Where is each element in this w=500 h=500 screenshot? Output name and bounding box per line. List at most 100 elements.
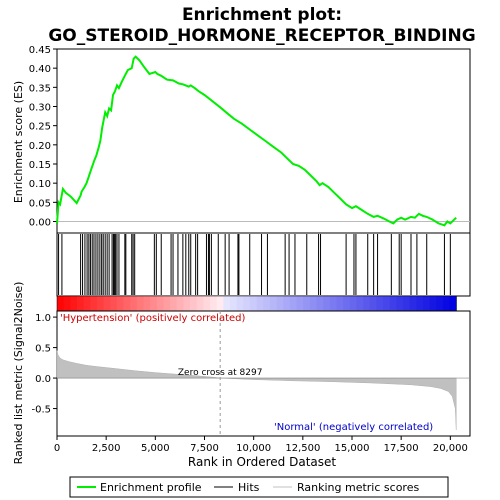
rank-bar-segment xyxy=(116,296,125,311)
legend-metric-label: Ranking metric scores xyxy=(297,481,419,494)
rank-bar-segment xyxy=(269,296,278,311)
legend-box xyxy=(69,476,449,498)
rank-bar-segment xyxy=(196,296,204,311)
rank-bar-segment xyxy=(110,296,118,311)
rank-bar-segment xyxy=(309,296,318,311)
rank-bar-segment xyxy=(223,296,231,311)
rank-bar-segment xyxy=(303,296,311,311)
metric-x-tick-label: 17,500 xyxy=(384,443,419,454)
rank-bar-segment xyxy=(403,296,411,311)
es-y-tick-label: 0.10 xyxy=(29,179,51,190)
rank-bar-segment xyxy=(416,296,424,311)
metric-x-tick-label: 2,500 xyxy=(92,443,121,454)
es-y-tick-label: 0.30 xyxy=(29,103,51,114)
metric-y-tick-label: 0.5 xyxy=(35,344,51,355)
rank-bar-segment xyxy=(283,296,291,311)
zero-cross-label: Zero cross at 8297 xyxy=(178,368,263,378)
metric-x-tick-label: 5,000 xyxy=(141,443,170,454)
rank-bar-segment xyxy=(190,296,198,311)
rank-bar-segment xyxy=(409,296,417,311)
rank-bar-segment xyxy=(329,296,337,311)
chart-title-line1: Enrichment plot: xyxy=(182,5,342,25)
rank-bar-segment xyxy=(123,296,131,311)
legend-enrichment-label: Enrichment profile xyxy=(100,481,202,494)
rank-bar-segment xyxy=(449,296,457,311)
rank-bar-segment xyxy=(436,296,444,311)
rank-bar-segment xyxy=(429,296,437,311)
rank-bar-segment xyxy=(143,296,151,311)
ranking-color-bar xyxy=(56,295,457,312)
rank-bar-segment xyxy=(296,296,304,311)
rank-bar-segment xyxy=(256,296,264,311)
negative-correlation-label: 'Normal' (negatively correlated) xyxy=(274,422,433,433)
metric-x-tick-label: 20,000 xyxy=(433,443,468,454)
rank-bar-segment xyxy=(70,296,78,311)
legend-hits-label: Hits xyxy=(238,481,260,494)
es-y-tick-label: 0.35 xyxy=(29,83,51,94)
rank-bar-segment xyxy=(150,296,158,311)
es-y-axis-label: Enrichment score (ES) xyxy=(12,81,25,203)
rank-bar-segment xyxy=(156,296,164,311)
metric-x-tick-label: 0 xyxy=(54,443,60,454)
rank-bar-segment xyxy=(356,296,364,311)
rank-bar-segment xyxy=(216,296,224,311)
rank-bar-segment xyxy=(163,296,171,311)
rank-bar-segment xyxy=(130,296,138,311)
rank-bar-segment xyxy=(83,296,91,311)
rank-bar-segment xyxy=(369,296,377,311)
es-y-tick-label: 0.25 xyxy=(29,122,51,133)
rank-bar-segment xyxy=(249,296,258,311)
rank-bar-segment xyxy=(349,296,357,311)
rank-bar-segment xyxy=(396,296,404,311)
rank-bar-segment xyxy=(230,296,238,311)
es-panel-frame xyxy=(56,48,471,234)
rank-bar-segment xyxy=(243,296,251,311)
rank-bar-segment xyxy=(170,296,178,311)
rank-bar-segment xyxy=(263,296,271,311)
rank-bar-segment xyxy=(236,296,244,311)
es-y-axis: 0.00 0.05 0.10 0.15 0.20 0.25 0.30 0.35 0.40 0.45 xyxy=(29,45,57,229)
rank-bar-segment xyxy=(289,296,298,311)
rank-bar-segment xyxy=(76,296,85,311)
metric-x-tick-label: 15,000 xyxy=(335,443,370,454)
es-y-tick-label: 0.40 xyxy=(29,64,51,75)
metric-x-axis-label: Rank in Ordered Dataset xyxy=(188,455,336,469)
rank-bar-segment xyxy=(96,296,105,311)
rank-bar-segment xyxy=(63,296,71,311)
rank-bar-segment xyxy=(210,296,218,311)
rank-bar-segment xyxy=(90,296,98,311)
rank-bar-segment xyxy=(442,296,451,311)
metric-x-tick-label: 7,500 xyxy=(190,443,219,454)
metric-x-tick-label: 12,500 xyxy=(285,443,320,454)
es-y-tick-label: 0.20 xyxy=(29,141,51,152)
rank-bar-segment xyxy=(316,296,324,311)
enrichment-profile-line xyxy=(56,55,457,227)
es-y-tick-label: 0.15 xyxy=(29,160,51,171)
metric-y-axis-label: Ranked list metric (Signal2Noise) xyxy=(12,282,25,465)
rank-bar-segment xyxy=(422,296,431,311)
chart-title-line2: GO_STEROID_HORMONE_RECEPTOR_BINDING xyxy=(48,26,475,46)
es-y-tick-label: 0.45 xyxy=(29,45,51,56)
hit-markers xyxy=(58,234,451,295)
rank-bar-segment xyxy=(343,296,351,311)
metric-y-tick-label: 1.0 xyxy=(35,313,51,324)
rank-bar-segment xyxy=(136,296,145,311)
rank-bar-segment xyxy=(183,296,191,311)
positive-correlation-label: 'Hypertension' (positively correlated) xyxy=(60,313,246,324)
metric-x-axis: 0 2,500 5,000 7,500 10,000 12,500 15,000 17,500… xyxy=(54,436,468,454)
rank-bar-segment xyxy=(336,296,344,311)
rank-bar-segment xyxy=(383,296,391,311)
es-y-tick-label: 0.05 xyxy=(29,198,51,209)
rank-bar-segment xyxy=(57,296,65,311)
rank-bar-segment xyxy=(203,296,211,311)
metric-y-tick-label: 0.0 xyxy=(35,374,51,385)
metric-y-axis: -0.5 0.0 0.5 1.0 xyxy=(31,313,57,416)
rank-bar-segment xyxy=(363,296,371,311)
rank-bar-segment xyxy=(323,296,331,311)
rank-bar-segment xyxy=(276,296,284,311)
es-y-tick-label: 0.00 xyxy=(29,218,51,229)
metric-y-tick-label: -0.5 xyxy=(31,405,51,416)
rank-bar-segment xyxy=(176,296,184,311)
rank-bar-segment xyxy=(103,296,111,311)
